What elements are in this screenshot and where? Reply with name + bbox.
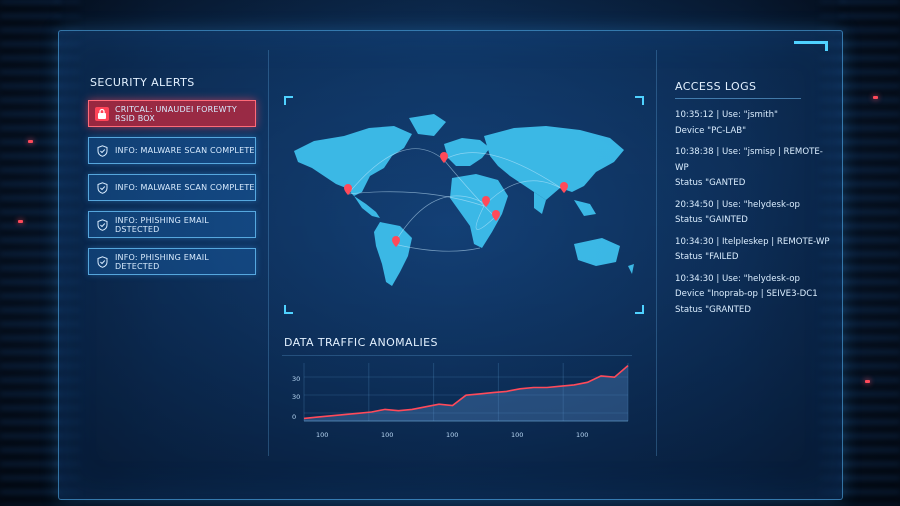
log-line: Device "PC-LAB" bbox=[675, 125, 747, 136]
x-tick-label: 100 bbox=[576, 431, 588, 439]
alert-text: CRITCAL: UNAUDEI FOREWTY RSID BOX bbox=[115, 104, 237, 123]
server-rack-right-inner bbox=[820, 0, 845, 506]
world-map[interactable] bbox=[284, 96, 644, 314]
access-logs-list: 10:35:12 | Use: "jsmith" Device "PC-LAB"… bbox=[675, 108, 835, 324]
alert-item-info[interactable]: INFO: PHISHING EMAIL DETECTED bbox=[88, 248, 256, 275]
log-line: Status "GRANTED bbox=[675, 304, 751, 315]
alert-text: INFO: MALWARE SCAN COMPLETE bbox=[115, 146, 255, 155]
log-line: 10:35:12 | Use: "jsmith" bbox=[675, 110, 778, 120]
chart-line bbox=[303, 364, 629, 420]
frame-bracket bbox=[284, 305, 293, 314]
log-line: Status "FAILED bbox=[675, 252, 739, 262]
alert-text: INFO: PHISHING EMAIL DETECTED bbox=[115, 252, 209, 271]
server-rack-left bbox=[0, 0, 60, 506]
frame-bracket bbox=[635, 96, 644, 105]
log-line: 10:34:30 | Itelpleskep | REMOTE-WP bbox=[675, 236, 830, 247]
traffic-title: DATA TRAFFIC ANOMALIES bbox=[284, 336, 438, 349]
log-entry[interactable]: 10:35:12 | Use: "jsmith" Device "PC-LAB" bbox=[675, 108, 835, 139]
server-rack-left-inner bbox=[55, 0, 80, 506]
rack-led bbox=[18, 220, 23, 223]
log-line: Device "Inoprab-op | SEIVE3-DC1 bbox=[675, 289, 818, 299]
rack-led bbox=[865, 380, 870, 383]
log-entry[interactable]: 10:34:30 | Use: "helydesk-op Device "Ino… bbox=[675, 272, 835, 319]
log-entry[interactable]: 10:34:30 | Itelpleskep | REMOTE-WP Statu… bbox=[675, 235, 835, 266]
alert-text: INFO: MALWARE SCAN COMPLETE bbox=[115, 183, 255, 192]
shield-icon bbox=[95, 255, 109, 269]
log-entry[interactable]: 10:38:38 | Use: "jsmisp | REMOTE-WP Stat… bbox=[675, 145, 835, 192]
alerts-title: SECURITY ALERTS bbox=[90, 76, 195, 89]
alert-item-info[interactable]: INFO: PHISHING EMAIL DSTECTED bbox=[88, 211, 256, 238]
x-axis-ticks: 100 100 100 100 100 bbox=[316, 431, 588, 439]
frame-bracket bbox=[284, 96, 293, 105]
alert-item-critical[interactable]: CRITCAL: UNAUDEI FOREWTY RSID BOX bbox=[88, 100, 256, 127]
rack-led bbox=[873, 96, 878, 99]
log-line: 10:34:30 | Use: "helydesk-op bbox=[675, 273, 800, 284]
x-tick-label: 100 bbox=[511, 431, 523, 439]
divider-right bbox=[656, 50, 657, 456]
shield-icon bbox=[95, 144, 109, 158]
y-axis-ticks: 30 30 0 bbox=[292, 375, 300, 421]
log-line: 20:34:50 | Use: "helydesk-op bbox=[675, 199, 800, 210]
divider-left bbox=[268, 50, 269, 456]
y-tick-label: 0 bbox=[292, 413, 296, 421]
lock-icon bbox=[95, 106, 109, 121]
frame-bracket bbox=[635, 305, 644, 314]
log-line: 10:38:38 | Use: "jsmisp | REMOTE-WP bbox=[675, 147, 823, 173]
x-tick-label: 100 bbox=[316, 431, 328, 439]
alerts-list: CRITCAL: UNAUDEI FOREWTY RSID BOX INFO: … bbox=[88, 100, 256, 285]
corner-accent bbox=[794, 41, 828, 51]
server-rack-right bbox=[840, 0, 900, 506]
y-tick-label: 30 bbox=[292, 393, 300, 401]
map-markers bbox=[344, 152, 568, 247]
log-line: Status "GANTED bbox=[675, 178, 746, 188]
y-tick-label: 30 bbox=[292, 375, 300, 383]
chart-area bbox=[304, 365, 628, 421]
log-entry[interactable]: 20:34:50 | Use: "helydesk-op Status "GAI… bbox=[675, 198, 835, 229]
x-tick-label: 100 bbox=[446, 431, 458, 439]
log-line: Status "GAINTED bbox=[675, 215, 748, 225]
alert-item-info[interactable]: INFO: MALWARE SCAN COMPLETE bbox=[88, 174, 256, 201]
logs-title-rule bbox=[675, 98, 801, 99]
world-map-graphic bbox=[294, 114, 634, 286]
shield-icon bbox=[95, 181, 109, 195]
logs-title: ACCESS LOGS bbox=[675, 80, 757, 93]
traffic-chart[interactable]: 30 30 0 100 100 100 100 100 bbox=[282, 355, 632, 445]
alert-item-info[interactable]: INFO: MALWARE SCAN COMPLETE bbox=[88, 137, 256, 164]
rack-led bbox=[28, 140, 33, 143]
alert-text: INFO: PHISHING EMAIL DSTECTED bbox=[115, 215, 209, 234]
x-tick-label: 100 bbox=[381, 431, 393, 439]
shield-icon bbox=[95, 218, 109, 232]
